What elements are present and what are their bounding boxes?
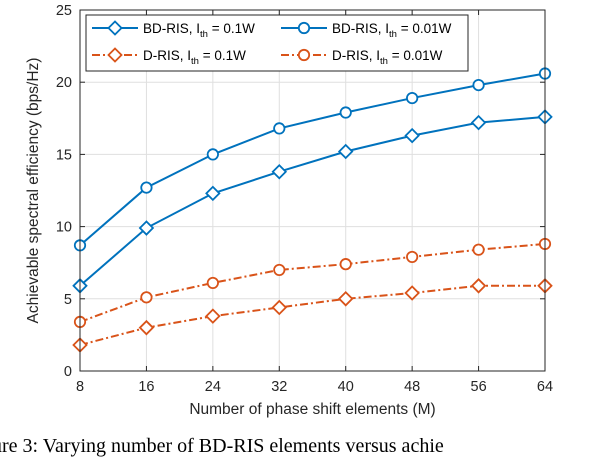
data-point-marker bbox=[339, 258, 352, 271]
legend-entry: D-RIS, Ith = 0.1W bbox=[92, 47, 246, 67]
x-tick-label: 56 bbox=[471, 379, 487, 395]
data-point-marker bbox=[406, 91, 419, 105]
data-point-marker bbox=[339, 106, 352, 119]
data-point-marker bbox=[470, 278, 487, 294]
legend-label: BD-RIS, Ith = 0.1W bbox=[143, 21, 255, 40]
data-point-marker bbox=[271, 299, 288, 316]
data-point-marker bbox=[140, 291, 153, 304]
legend-marker bbox=[297, 21, 311, 35]
legend-label: BD-RIS, Ith = 0.01W bbox=[332, 21, 452, 40]
data-point-marker bbox=[337, 143, 354, 160]
data-point-marker bbox=[404, 285, 420, 301]
x-tick-label: 40 bbox=[338, 379, 354, 395]
series-line bbox=[79, 284, 545, 346]
data-point-marker bbox=[205, 308, 221, 324]
x-tick-label: 64 bbox=[537, 379, 553, 395]
plot-frame bbox=[79, 9, 546, 372]
data-point-marker bbox=[138, 220, 155, 236]
data-point-marker bbox=[205, 185, 221, 202]
legend-box bbox=[85, 14, 469, 72]
legend-entry: D-RIS, Ith = 0.01W bbox=[281, 48, 443, 67]
legend: BD-RIS, Ith = 0.1W BD-RIS, Ith = 0.01W D-R… bbox=[85, 14, 469, 72]
legend-marker bbox=[107, 20, 123, 36]
x-tick-label: 32 bbox=[271, 379, 287, 395]
data-point-marker bbox=[273, 122, 286, 135]
series-layer bbox=[72, 67, 553, 353]
legend-marker bbox=[107, 47, 123, 63]
data-point-marker bbox=[404, 127, 420, 144]
x-tick-label: 8 bbox=[76, 379, 84, 395]
legend-label: D-RIS, Ith = 0.01W bbox=[332, 48, 443, 67]
line-chart: 8 16 24 32 40 48 56 64 0 5 10 15 20 25 Number of phas… bbox=[25, 3, 553, 418]
axis-ticks: 8 16 24 32 40 48 56 64 0 5 10 15 20 25 bbox=[56, 3, 553, 395]
y-tick-label: 15 bbox=[56, 147, 72, 163]
data-point-marker bbox=[470, 114, 487, 131]
data-point-marker bbox=[138, 319, 155, 336]
series-line bbox=[79, 115, 546, 287]
x-axis-label: Number of phase shift elements (M) bbox=[189, 401, 435, 418]
x-tick-label: 48 bbox=[404, 379, 420, 395]
series-line bbox=[79, 72, 546, 247]
x-tick-label: 24 bbox=[205, 379, 221, 395]
y-tick-label: 25 bbox=[56, 3, 72, 19]
data-point-marker bbox=[206, 276, 219, 290]
x-tick-label: 16 bbox=[138, 379, 154, 395]
y-tick-label: 5 bbox=[64, 292, 72, 308]
series-3 bbox=[72, 278, 553, 353]
data-point-marker bbox=[206, 148, 219, 161]
data-point-marker bbox=[140, 181, 153, 194]
data-point-marker bbox=[337, 291, 354, 307]
legend-entry: BD-RIS, Ith = 0.1W bbox=[92, 20, 255, 40]
y-axis-label: Achievable spectral efficiency (bps/Hz) bbox=[25, 58, 42, 324]
data-point-marker bbox=[472, 243, 485, 256]
legend-marker bbox=[297, 48, 311, 62]
series-1 bbox=[72, 109, 553, 294]
data-point-marker bbox=[406, 250, 419, 264]
y-tick-label: 20 bbox=[56, 75, 72, 91]
y-tick-label: 0 bbox=[64, 364, 72, 380]
series-line bbox=[79, 242, 546, 323]
data-point-marker bbox=[273, 263, 286, 277]
legend-entry: BD-RIS, Ith = 0.01W bbox=[281, 21, 452, 40]
data-point-marker bbox=[472, 78, 485, 92]
y-tick-label: 10 bbox=[56, 220, 72, 236]
figure-caption: ure 3: Varying number of BD-RIS elements… bbox=[0, 435, 444, 457]
legend-label: D-RIS, Ith = 0.1W bbox=[143, 48, 246, 67]
data-point-marker bbox=[271, 163, 288, 180]
